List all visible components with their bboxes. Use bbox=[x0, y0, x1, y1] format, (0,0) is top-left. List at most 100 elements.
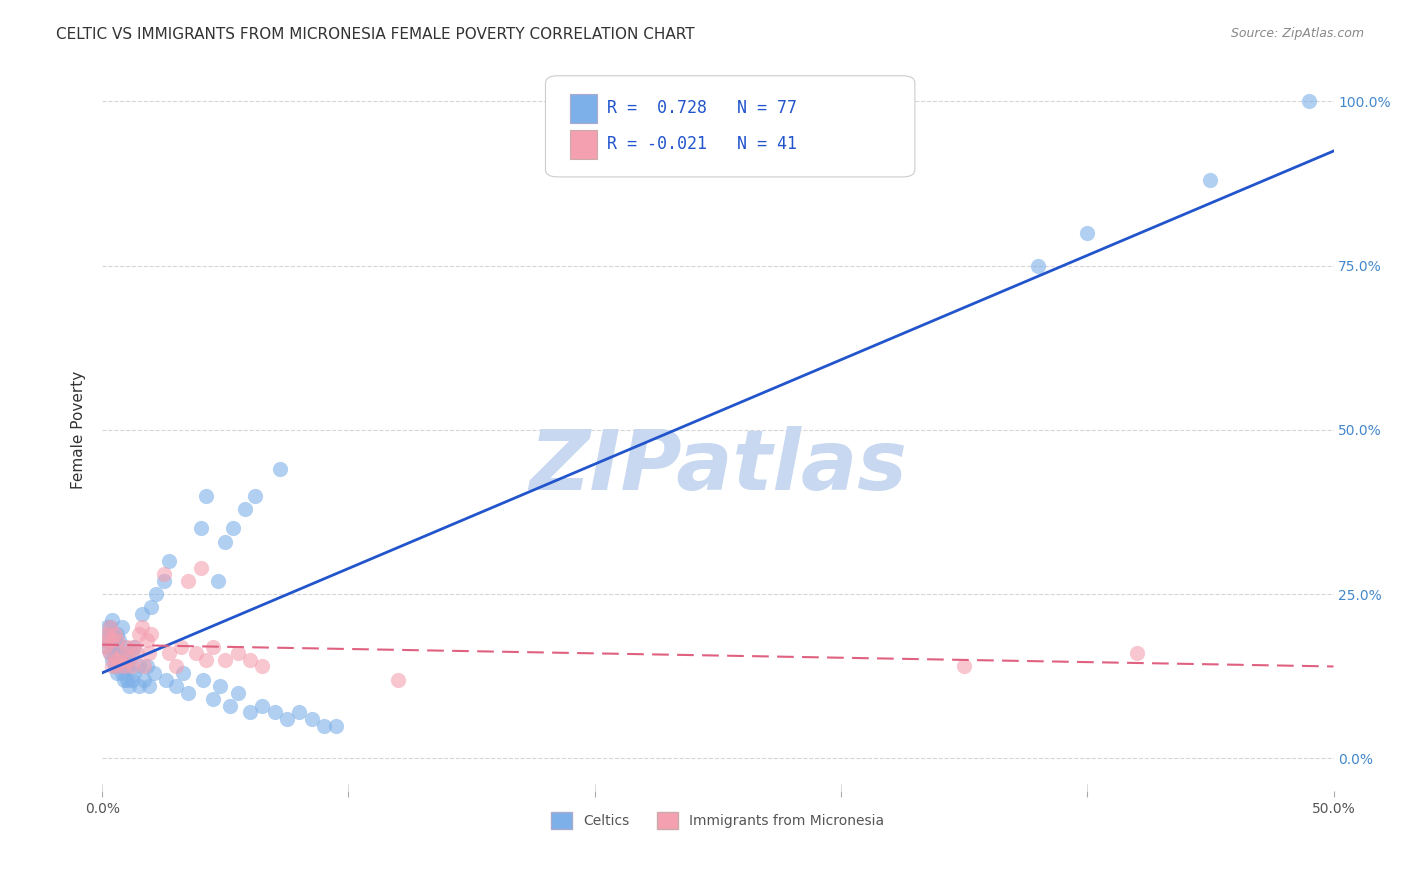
Point bbox=[288, 706, 311, 720]
Point bbox=[157, 646, 180, 660]
Point bbox=[202, 640, 225, 654]
Point bbox=[101, 653, 124, 667]
Point bbox=[152, 574, 174, 588]
Point bbox=[214, 653, 236, 667]
Point bbox=[98, 646, 121, 660]
Point bbox=[121, 659, 143, 673]
Point bbox=[105, 665, 128, 680]
Point bbox=[193, 673, 215, 687]
Point bbox=[243, 489, 266, 503]
Point bbox=[121, 673, 143, 687]
Point bbox=[105, 633, 128, 648]
Point bbox=[157, 554, 180, 568]
Point bbox=[105, 646, 128, 660]
Text: CELTIC VS IMMIGRANTS FROM MICRONESIA FEMALE POVERTY CORRELATION CHART: CELTIC VS IMMIGRANTS FROM MICRONESIA FEM… bbox=[56, 27, 695, 42]
Point bbox=[233, 501, 256, 516]
Point bbox=[135, 633, 157, 648]
Point bbox=[112, 659, 135, 673]
Point bbox=[128, 659, 150, 673]
Point bbox=[108, 633, 131, 648]
Point bbox=[214, 534, 236, 549]
Point bbox=[239, 653, 262, 667]
Point bbox=[103, 626, 125, 640]
Point bbox=[276, 712, 298, 726]
Point bbox=[111, 653, 134, 667]
Point bbox=[1199, 173, 1222, 187]
FancyBboxPatch shape bbox=[546, 76, 915, 177]
FancyBboxPatch shape bbox=[569, 94, 598, 123]
Point bbox=[98, 633, 121, 648]
Point bbox=[155, 673, 177, 687]
Point bbox=[115, 673, 138, 687]
Point bbox=[1125, 646, 1147, 660]
Point bbox=[165, 679, 187, 693]
Point bbox=[177, 574, 200, 588]
Point bbox=[115, 646, 138, 660]
Point bbox=[112, 673, 135, 687]
Point bbox=[101, 633, 124, 648]
Point bbox=[219, 698, 242, 713]
Point bbox=[1076, 226, 1098, 240]
Point bbox=[170, 640, 193, 654]
Point bbox=[93, 640, 115, 654]
Point bbox=[209, 679, 232, 693]
Point bbox=[172, 665, 194, 680]
Point bbox=[115, 640, 138, 654]
Point bbox=[1298, 95, 1320, 109]
Point bbox=[135, 659, 157, 673]
Point bbox=[138, 679, 160, 693]
Point bbox=[263, 706, 285, 720]
Point bbox=[98, 626, 121, 640]
Point bbox=[301, 712, 323, 726]
Text: R =  0.728   N = 77: R = 0.728 N = 77 bbox=[607, 99, 797, 117]
Point bbox=[128, 626, 150, 640]
Point bbox=[101, 640, 124, 654]
Point bbox=[96, 620, 118, 634]
Point bbox=[103, 659, 125, 673]
Point bbox=[121, 646, 143, 660]
Point bbox=[122, 665, 145, 680]
Point bbox=[325, 718, 347, 732]
Point bbox=[111, 665, 134, 680]
Point bbox=[108, 659, 131, 673]
Point bbox=[138, 646, 160, 660]
Legend: Celtics, Immigrants from Micronesia: Celtics, Immigrants from Micronesia bbox=[546, 807, 890, 835]
Point bbox=[108, 646, 131, 660]
Point bbox=[132, 673, 155, 687]
Point bbox=[190, 561, 212, 575]
Point bbox=[222, 521, 245, 535]
Point bbox=[108, 653, 131, 667]
Point bbox=[177, 686, 200, 700]
Point bbox=[132, 659, 155, 673]
Point bbox=[226, 646, 249, 660]
Point bbox=[98, 646, 121, 660]
Point bbox=[103, 646, 125, 660]
Point bbox=[142, 665, 165, 680]
Point bbox=[194, 653, 217, 667]
Point bbox=[1026, 259, 1049, 273]
Point bbox=[190, 521, 212, 535]
Point bbox=[105, 626, 128, 640]
Point bbox=[105, 659, 128, 673]
Point bbox=[96, 633, 118, 648]
Point bbox=[184, 646, 207, 660]
Point bbox=[239, 706, 262, 720]
Point bbox=[101, 659, 124, 673]
Point bbox=[141, 626, 163, 640]
Point bbox=[165, 659, 187, 673]
Point bbox=[128, 679, 150, 693]
Point bbox=[103, 653, 125, 667]
Point bbox=[93, 633, 115, 648]
Point bbox=[118, 653, 141, 667]
Point bbox=[226, 686, 249, 700]
Point bbox=[98, 620, 121, 634]
Point bbox=[115, 659, 138, 673]
Point bbox=[269, 462, 291, 476]
Point bbox=[194, 489, 217, 503]
Point bbox=[112, 640, 135, 654]
Point bbox=[96, 640, 118, 654]
Text: ZIPatlas: ZIPatlas bbox=[529, 425, 907, 507]
Point bbox=[252, 659, 274, 673]
Point bbox=[103, 653, 125, 667]
Point bbox=[103, 633, 125, 648]
